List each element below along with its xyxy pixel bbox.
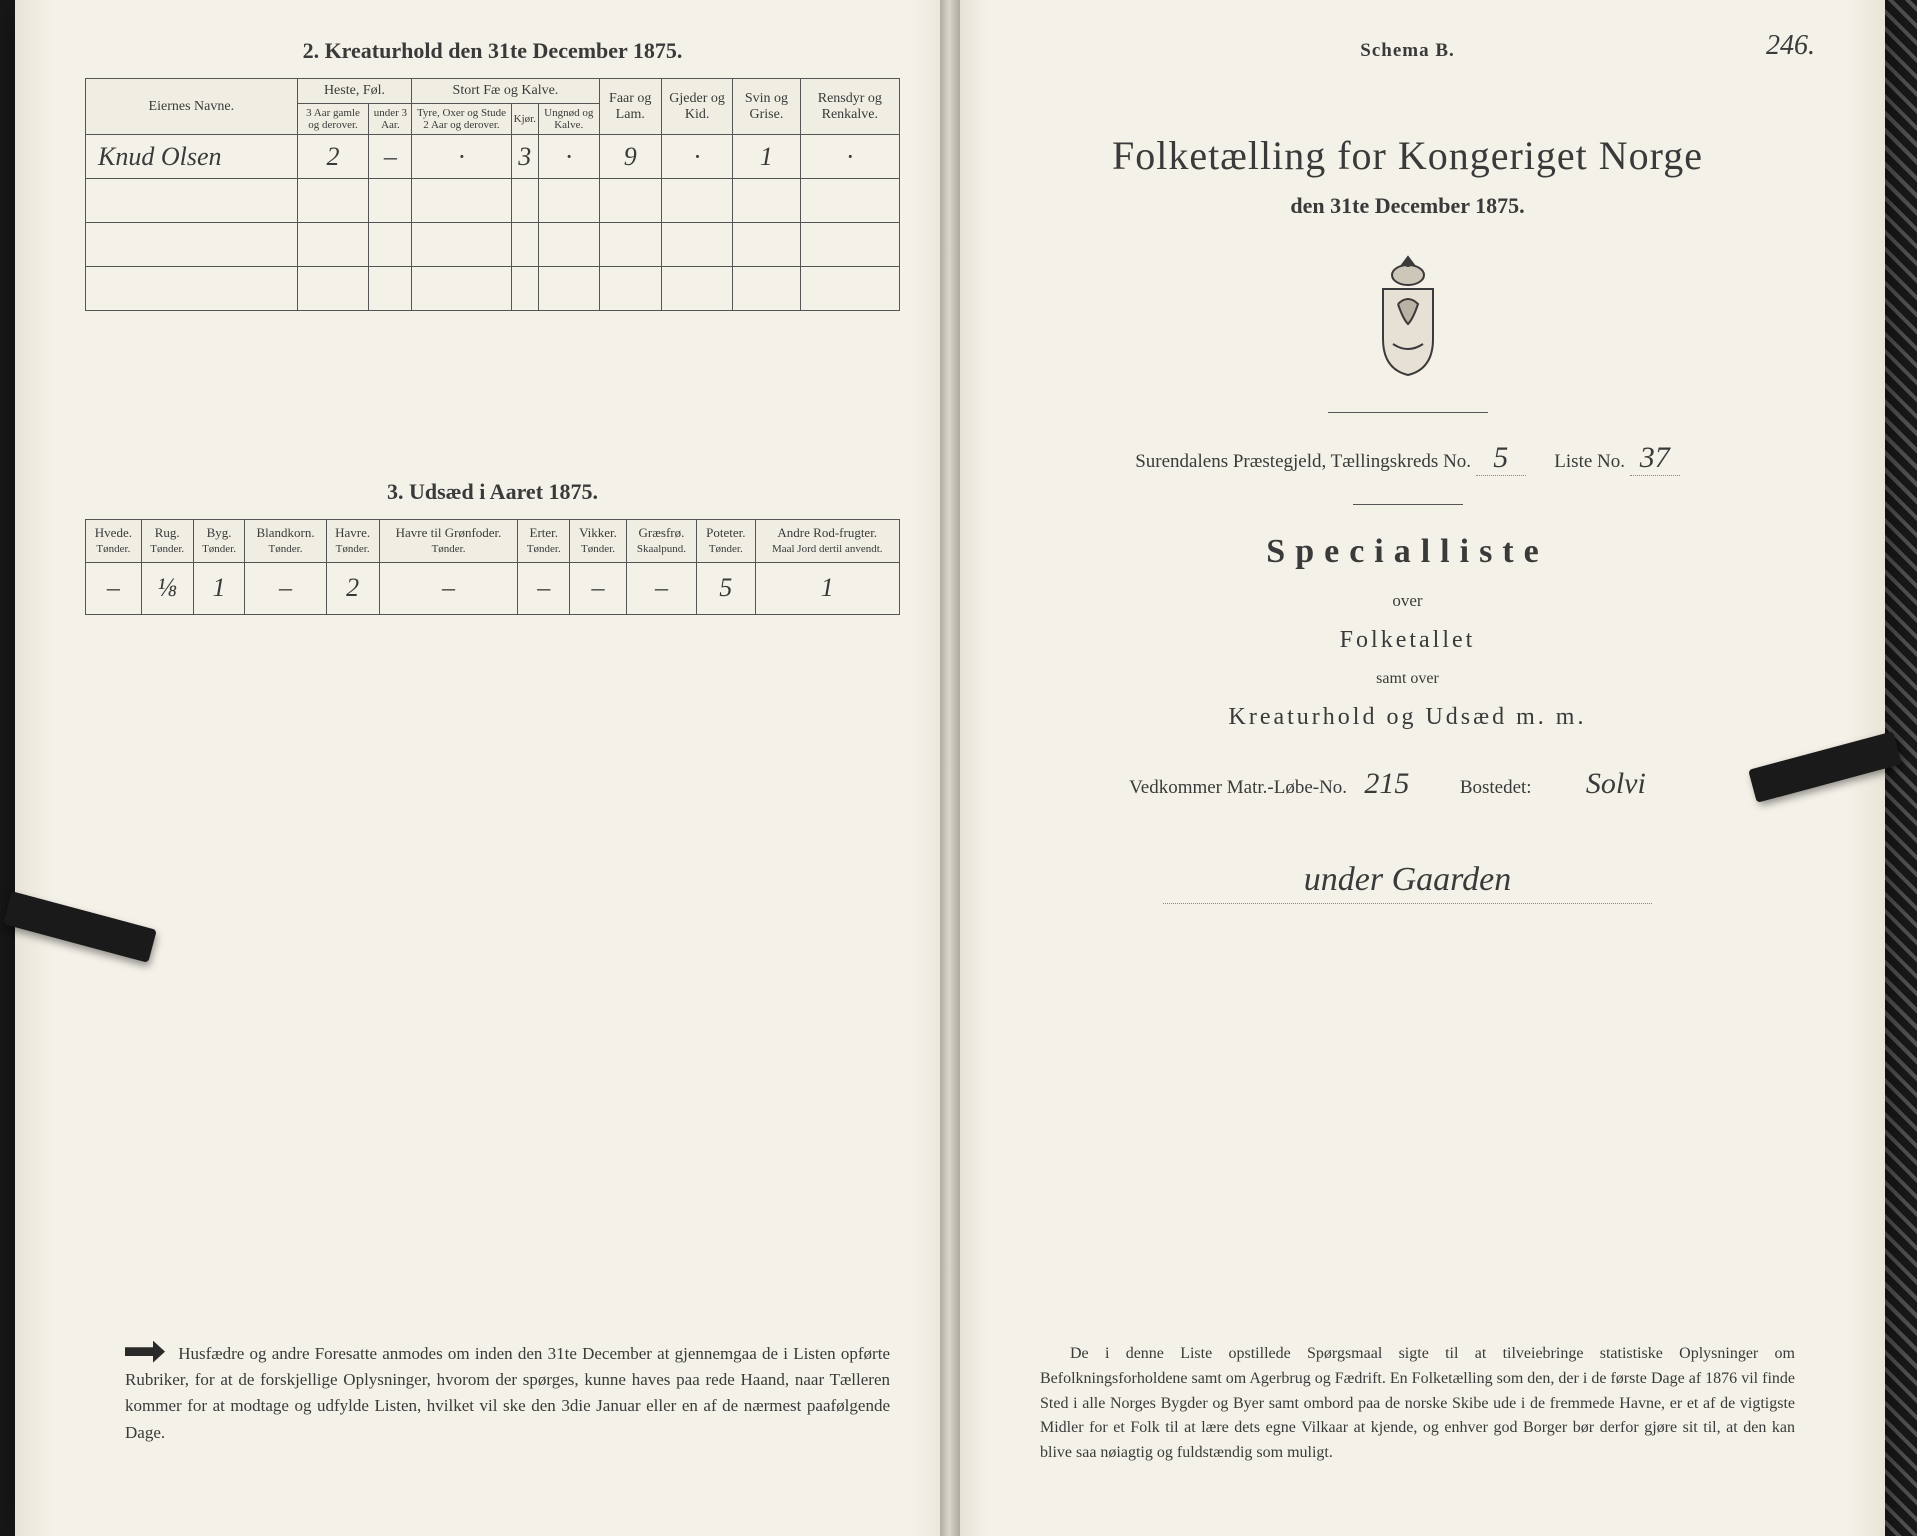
table-row: – ⅛ 1 – 2 – – – – 5 1 [86, 562, 900, 614]
col-stort3: Ungnød og Kalve. [538, 104, 599, 135]
col-heste2: under 3 Aar. [369, 104, 412, 135]
cell-graes: – [626, 562, 696, 614]
kreaturhold-table: Eiernes Navne. Heste, Føl. Stort Fæ og K… [85, 78, 900, 311]
col-graes: Græsfrø.Skaalpund. [626, 520, 696, 563]
book-spine [940, 0, 960, 1536]
cell-stort3: · [538, 135, 599, 179]
col-rens: Rensdyr og Renkalve. [800, 79, 899, 135]
matr-line: Vedkommer Matr.-Løbe-No. 215 Bostedet: S… [1000, 767, 1815, 801]
gaarden-line: under Gaarden [1163, 861, 1652, 904]
table-row [86, 267, 900, 311]
cell-havre: 2 [326, 562, 379, 614]
matr-label: Vedkommer Matr.-Løbe-No. [1129, 777, 1347, 798]
folketallet-label: Folketallet [1000, 627, 1815, 654]
bosted-value: Solvi [1546, 767, 1686, 801]
liste-label: Liste No. [1554, 451, 1625, 472]
book-binding-left [0, 0, 15, 1536]
cell-vikker: – [570, 562, 627, 614]
section3-title: 3. Udsæd i Aaret 1875. [85, 479, 900, 505]
book-cover-right [1885, 0, 1917, 1536]
cell-byg: 1 [193, 562, 245, 614]
cell-heste1: 2 [297, 135, 369, 179]
col-gjed: Gjeder og Kid. [661, 79, 732, 135]
cell-heste2: – [369, 135, 412, 179]
col-stort1: Tyre, Oxer og Stude 2 Aar og derover. [412, 104, 511, 135]
col-stort-group: Stort Fæ og Kalve. [412, 79, 599, 104]
cell-stort1: · [412, 135, 511, 179]
col-hvede: Hvede.Tønder. [86, 520, 142, 563]
cell-rug: ⅛ [141, 562, 193, 614]
kreaturhold-label: Kreaturhold og Udsæd m. m. [1000, 704, 1815, 731]
page-clip-right [1748, 731, 1902, 803]
matr-number: 215 [1352, 767, 1422, 801]
pointer-icon [125, 1341, 165, 1363]
page-number: 246. [1766, 30, 1815, 62]
table-row: Knud Olsen 2 – · 3 · 9 · 1 · [86, 135, 900, 179]
cell-rens: · [800, 135, 899, 179]
cell-poteter: 5 [697, 562, 755, 614]
col-rug: Rug.Tønder. [141, 520, 193, 563]
cell-erter: – [518, 562, 570, 614]
parish-label: Surendalens Præstegjeld, Tællingskreds N… [1135, 451, 1471, 472]
cell-faar: 9 [599, 135, 661, 179]
kreds-number: 5 [1476, 441, 1526, 476]
over-label: over [1000, 591, 1815, 611]
col-heste1: 3 Aar gamle og derover. [297, 104, 369, 135]
left-footnote: Husfædre og andre Foresatte anmodes om i… [125, 1341, 890, 1446]
col-vikker: Vikker.Tønder. [570, 520, 627, 563]
cell-andre: 1 [755, 562, 900, 614]
col-bland: Blandkorn.Tønder. [245, 520, 326, 563]
cell-bland: – [245, 562, 326, 614]
main-title: Folketælling for Kongeriget Norge [1000, 132, 1815, 179]
divider [1353, 504, 1463, 505]
cell-hvede: – [86, 562, 142, 614]
left-page: 2. Kreaturhold den 31te December 1875. E… [15, 0, 950, 1536]
col-poteter: Poteter.Tønder. [697, 520, 755, 563]
parish-line: Surendalens Præstegjeld, Tællingskreds N… [1000, 441, 1815, 476]
specialliste-title: Specialliste [1000, 533, 1815, 571]
udsaed-table: Hvede.Tønder. Rug.Tønder. Byg.Tønder. Bl… [85, 519, 900, 615]
footnote-text: Husfædre og andre Foresatte anmodes om i… [125, 1344, 890, 1442]
coat-of-arms-icon [1000, 249, 1815, 384]
cell-havre-gron: – [379, 562, 518, 614]
main-date: den 31te December 1875. [1000, 193, 1815, 219]
col-byg: Byg.Tønder. [193, 520, 245, 563]
col-svin: Svin og Grise. [733, 79, 800, 135]
col-havre-gron: Havre til Grønfoder.Tønder. [379, 520, 518, 563]
col-faar: Faar og Lam. [599, 79, 661, 135]
schema-label: Schema B. [1000, 40, 1815, 62]
liste-number: 37 [1630, 441, 1680, 476]
cell-stort2: 3 [511, 135, 538, 179]
table-row [86, 223, 900, 267]
col-erter: Erter.Tønder. [518, 520, 570, 563]
col-andre: Andre Rod-frugter.Maal Jord dertil anven… [755, 520, 900, 563]
bosted-label: Bostedet: [1460, 777, 1532, 798]
col-stort2: Kjør. [511, 104, 538, 135]
col-heste-group: Heste, Føl. [297, 79, 412, 104]
cell-svin: 1 [733, 135, 800, 179]
cell-owner: Knud Olsen [86, 135, 298, 179]
section2-title: 2. Kreaturhold den 31te December 1875. [85, 38, 900, 64]
right-page: 246. Schema B. Folketælling for Kongerig… [950, 0, 1885, 1536]
col-owner: Eiernes Navne. [86, 79, 298, 135]
col-havre: Havre.Tønder. [326, 520, 379, 563]
table-row [86, 179, 900, 223]
cell-gjed: · [661, 135, 732, 179]
right-footnote: De i denne Liste opstillede Spørgsmaal s… [1040, 1342, 1795, 1466]
open-book: 2. Kreaturhold den 31te December 1875. E… [15, 0, 1885, 1536]
page-clip-left [3, 891, 157, 963]
divider [1328, 412, 1488, 413]
samtover-label: samt over [1000, 670, 1815, 688]
